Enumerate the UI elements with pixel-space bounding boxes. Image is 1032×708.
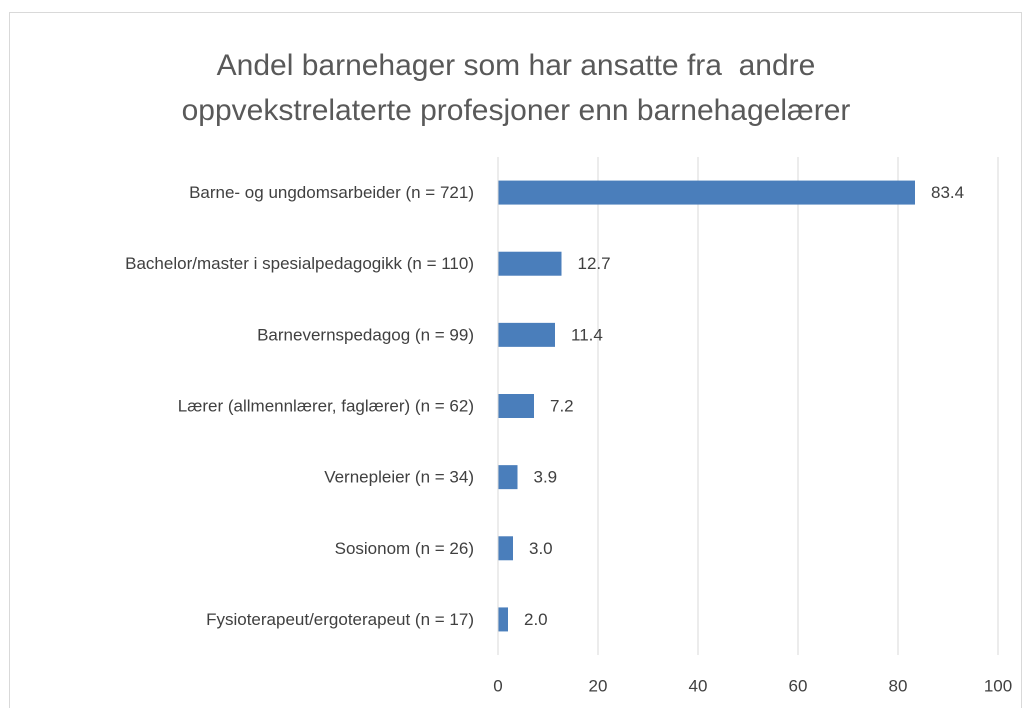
chart-title: oppvekstrelaterte profesjoner enn barneh… xyxy=(182,94,851,127)
data-label: 12.7 xyxy=(578,254,611,273)
y-tick-label: Fysioterapeut/ergoterapeut (n = 17) xyxy=(206,610,474,629)
x-tick-label: 0 xyxy=(493,676,502,695)
y-tick-label: Bachelor/master i spesialpedagogikk (n =… xyxy=(125,254,474,273)
y-tick-label: Sosionom (n = 26) xyxy=(335,539,474,558)
y-tick-label: Lærer (allmennlærer, faglærer) (n = 62) xyxy=(178,396,474,415)
data-label: 11.4 xyxy=(571,325,603,344)
chart-border xyxy=(9,12,1022,708)
y-tick-label: Barne- og ungdomsarbeider (n = 721) xyxy=(189,183,474,202)
x-tick-label: 40 xyxy=(689,676,708,695)
bar xyxy=(498,394,534,418)
x-tick-label: 100 xyxy=(984,676,1012,695)
bar xyxy=(498,536,513,561)
bar xyxy=(498,251,562,276)
x-tick-label: 60 xyxy=(789,676,808,695)
data-label: 83.4 xyxy=(931,183,964,202)
data-label: 3.9 xyxy=(534,468,558,487)
x-tick-label: 80 xyxy=(889,676,908,695)
bar xyxy=(498,465,518,490)
bar xyxy=(498,180,915,205)
data-label: 7.2 xyxy=(550,396,574,415)
data-label: 3.0 xyxy=(529,539,553,558)
chart-title: Andel barnehager som har ansatte fra and… xyxy=(217,49,816,82)
bar xyxy=(498,322,555,347)
bar xyxy=(498,607,508,632)
y-tick-label: Barnevernspedagog (n = 99) xyxy=(257,325,474,344)
x-tick-label: 20 xyxy=(589,676,608,695)
data-label: 2.0 xyxy=(524,610,548,629)
y-tick-label: Vernepleier (n = 34) xyxy=(324,468,474,487)
